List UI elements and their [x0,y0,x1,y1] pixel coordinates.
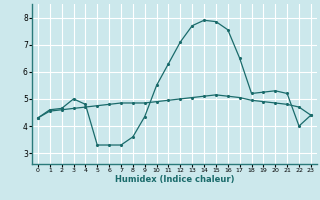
X-axis label: Humidex (Indice chaleur): Humidex (Indice chaleur) [115,175,234,184]
